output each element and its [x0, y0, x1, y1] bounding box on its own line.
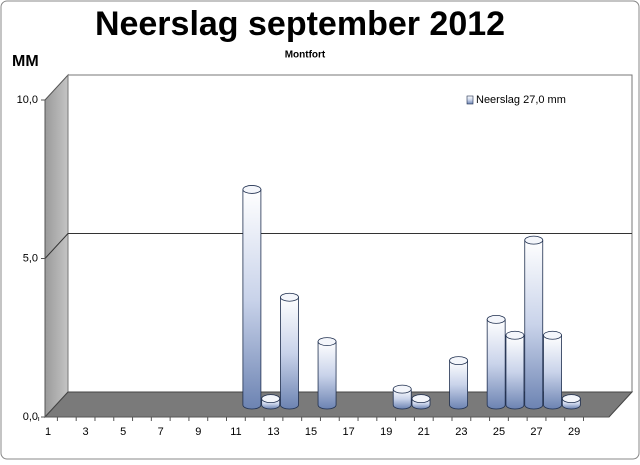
chart-title: Neerslag september 2012 — [95, 5, 505, 43]
plot: 0,05,010,01 3 5 7 9 11 13 15 17 19 21 23 25 27 29Neers… — [17, 94, 632, 438]
bar-body — [486, 319, 506, 410]
bar-top — [411, 394, 431, 404]
bar — [411, 394, 431, 410]
bar — [486, 315, 506, 410]
bar — [280, 292, 299, 410]
bar-top — [242, 185, 262, 194]
y-tick-label: 0,0 — [23, 411, 38, 423]
x-tick-label: 1 — [45, 426, 51, 438]
bar-top — [543, 330, 562, 340]
x-tick-label: 3 — [83, 426, 89, 438]
bar-top — [317, 337, 337, 347]
x-tick-label: 7 — [158, 426, 164, 438]
bar — [392, 384, 412, 410]
bar-top — [561, 394, 581, 404]
legend-swatch — [466, 95, 474, 105]
bar-top — [280, 292, 299, 302]
bar-top — [505, 330, 525, 340]
bar-top — [261, 394, 281, 404]
bar — [524, 235, 544, 410]
bar-top — [524, 235, 544, 245]
y-axis-label: MM — [12, 53, 39, 70]
bar — [317, 337, 337, 410]
x-tick-label: 25 — [493, 426, 505, 438]
bar-top — [392, 384, 412, 394]
bar — [543, 330, 562, 410]
x-tick-label: 15 — [305, 426, 317, 438]
x-tick-label: 13 — [267, 426, 279, 438]
bar — [505, 330, 525, 410]
x-tick-label: 29 — [568, 426, 580, 438]
grid-line — [44, 233, 632, 259]
x-tick-label: 27 — [530, 426, 542, 438]
x-tick-label: 19 — [380, 426, 392, 438]
bar — [449, 356, 468, 410]
chart-subtitle: Montfort — [285, 50, 326, 61]
x-tick-label: 17 — [343, 426, 355, 438]
bar-body — [392, 388, 412, 410]
bar — [261, 394, 281, 410]
bar — [242, 185, 262, 410]
bar-body — [543, 334, 562, 410]
bar-body — [449, 360, 468, 410]
x-tick-label: 23 — [455, 426, 467, 438]
bar-body — [317, 341, 337, 410]
bar-top — [486, 315, 506, 324]
x-tick-label: 5 — [120, 426, 126, 438]
bar-top — [449, 356, 468, 366]
y-tick-label: 5,0 — [23, 252, 38, 264]
bar-body — [505, 334, 525, 410]
x-tick-label: 9 — [195, 426, 201, 438]
bar-body — [524, 239, 544, 410]
bar-body — [242, 189, 262, 410]
x-tick-label: 11 — [230, 426, 241, 438]
bar-body — [280, 296, 299, 410]
y-tick-label: 10,0 — [17, 94, 38, 106]
legend-label: Neerslag 27,0 mm — [476, 94, 566, 106]
x-tick-label: 21 — [418, 426, 430, 438]
bar — [561, 394, 581, 410]
